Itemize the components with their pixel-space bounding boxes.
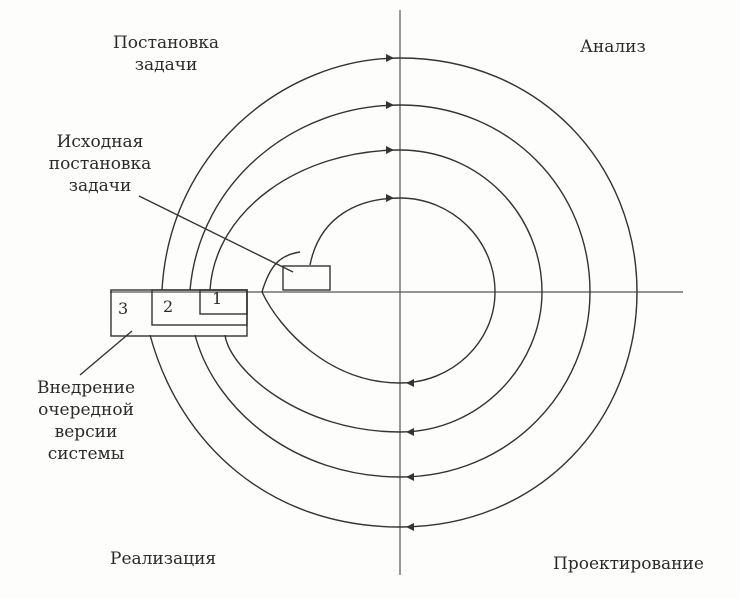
quadrant-top-left-line-1: Постановка (112, 33, 220, 53)
initial-box (282, 265, 331, 291)
callout-deploy-line-3: версии (54, 422, 118, 442)
box-label-3: 3 (118, 299, 129, 318)
arrow-top-1 (386, 194, 394, 202)
callout-deploy-line-2: очередной (38, 400, 134, 420)
initial-callout-line (138, 195, 294, 273)
quadrant-top-right: Анализ (580, 37, 646, 57)
quadrant-top-left: Постановка задачи (96, 32, 236, 76)
arrow-bottom-2 (406, 428, 414, 436)
quadrant-top-left-line-2: задачи (134, 55, 198, 75)
callout-deploy-line-1: Внедрение (36, 378, 135, 398)
box-label-1: 1 (212, 289, 223, 308)
quadrant-bottom-left: Реализация (110, 549, 217, 569)
box-1 (199, 289, 248, 315)
arrow-bottom-1 (406, 379, 414, 387)
spiral-loop-4 (149, 57, 638, 528)
arrow-top-3 (386, 101, 394, 109)
spiral-loop-2 (209, 149, 543, 433)
callout-initial-line-2: постановка (48, 154, 152, 174)
quadrant-bottom-right: Проектирование (553, 554, 704, 574)
spiral-loop-3 (189, 104, 591, 478)
arrow-top-2 (386, 146, 394, 154)
box-3 (110, 289, 248, 337)
deploy-callout-line (79, 330, 133, 376)
callout-deploy-line-4: системы (47, 444, 125, 464)
callout-initial-line-1: Исходная (56, 132, 144, 152)
callout-initial: Исходная постановка задачи (30, 131, 170, 197)
callout-initial-line-3: задачи (68, 176, 132, 196)
arrow-bottom-4 (406, 523, 414, 531)
box-label-2: 2 (163, 297, 174, 316)
callout-deploy: Внедрение очередной версии системы (16, 377, 156, 465)
arrow-bottom-3 (406, 473, 414, 481)
arrow-top-4 (386, 54, 394, 62)
